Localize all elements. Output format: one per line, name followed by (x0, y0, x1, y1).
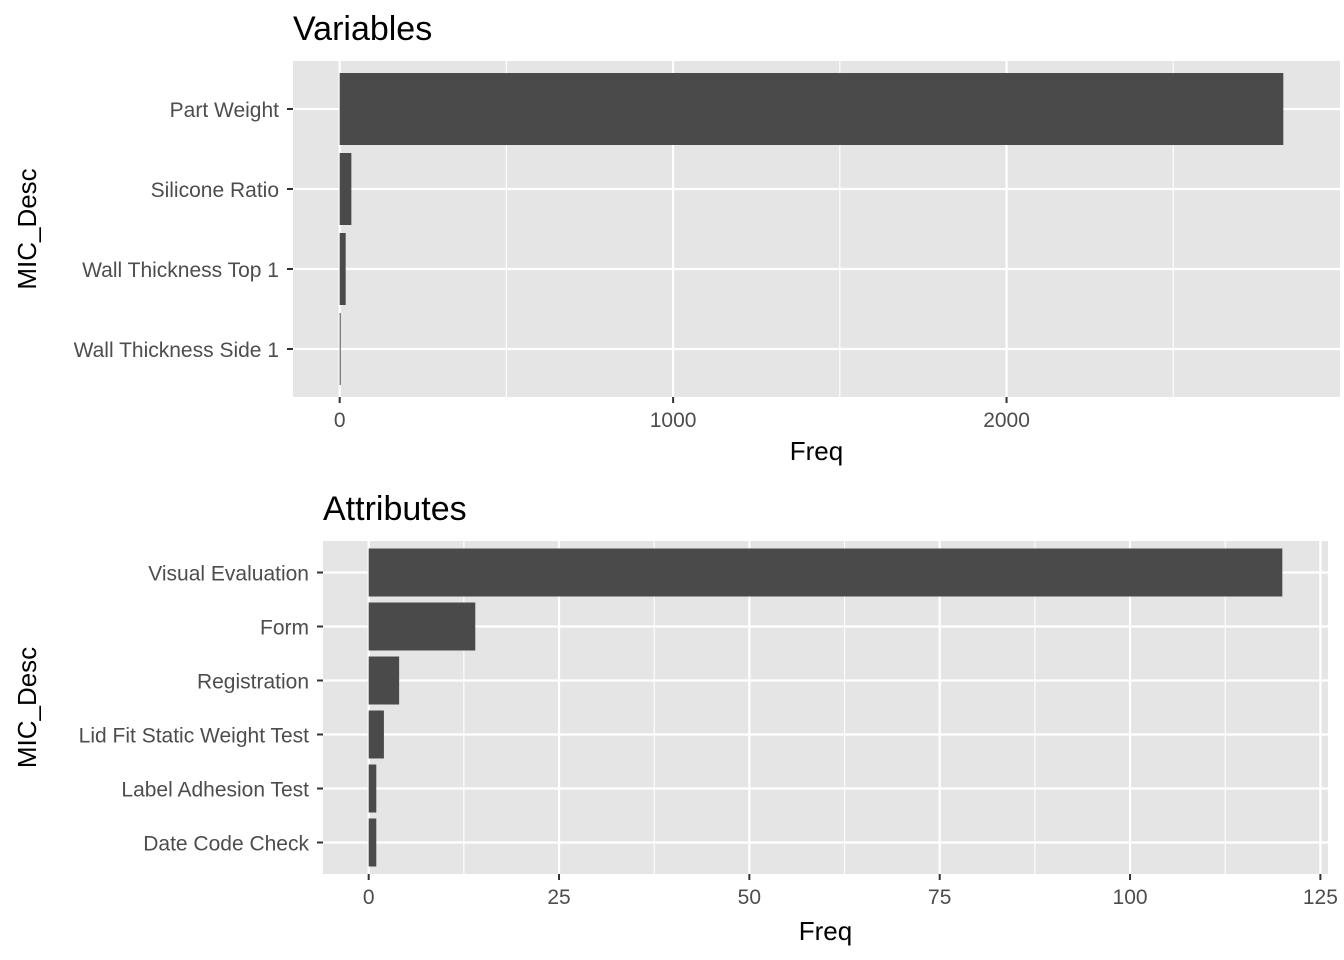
y-axis-title: MIC_Desc (12, 647, 42, 768)
x-tick-label: 0 (363, 886, 375, 909)
y-tick-label: Lid Fit Static Weight Test (79, 725, 309, 748)
bar-lid-fit-static-weight-test (368, 710, 384, 759)
bar-registration (368, 656, 400, 705)
chart-panel-0: Part Weight Silicone Ratio Wall Thickness … (12, 10, 1340, 466)
y-tick-label: Wall Thickness Side 1 (74, 339, 279, 362)
chart-title: Variables (293, 10, 432, 48)
x-tick-label: 100 (1113, 886, 1148, 909)
x-tick-label: 0 (334, 409, 346, 432)
bar-visual-evaluation (368, 548, 1283, 597)
y-tick-label: Visual Evaluation (148, 563, 309, 586)
y-tick-label: Wall Thickness Top 1 (82, 259, 279, 282)
bar-part-weight (339, 73, 1284, 145)
y-axis-title: MIC_Desc (12, 168, 42, 289)
bar-date-code-check (368, 818, 377, 867)
x-tick-label: 25 (547, 886, 570, 909)
x-tick-label: 2000 (983, 409, 1030, 432)
bar-silicone-ratio (339, 153, 352, 225)
bar-label-adhesion-test (368, 764, 377, 813)
y-tick-label: Silicone Ratio (151, 179, 279, 202)
y-tick-label: Date Code Check (143, 833, 309, 856)
chart-title: Attributes (323, 490, 467, 528)
bar-wall-thickness-side-1 (339, 313, 341, 385)
y-tick-label: Registration (197, 671, 309, 694)
bar-form (368, 602, 476, 651)
x-tick-label: 125 (1303, 886, 1338, 909)
y-tick-label: Part Weight (170, 99, 279, 122)
x-axis-title: Freq (790, 436, 843, 466)
x-tick-label: 50 (738, 886, 761, 909)
x-tick-label: 75 (928, 886, 951, 909)
chart-panel-1: Visual Evaluation Form Registration Lid Fit… (12, 490, 1338, 946)
bar-wall-thickness-top-1 (339, 233, 346, 305)
x-tick-label: 1000 (650, 409, 697, 432)
y-tick-label: Form (260, 617, 309, 640)
y-tick-label: Label Adhesion Test (121, 779, 309, 802)
x-axis-title: Freq (799, 916, 852, 946)
